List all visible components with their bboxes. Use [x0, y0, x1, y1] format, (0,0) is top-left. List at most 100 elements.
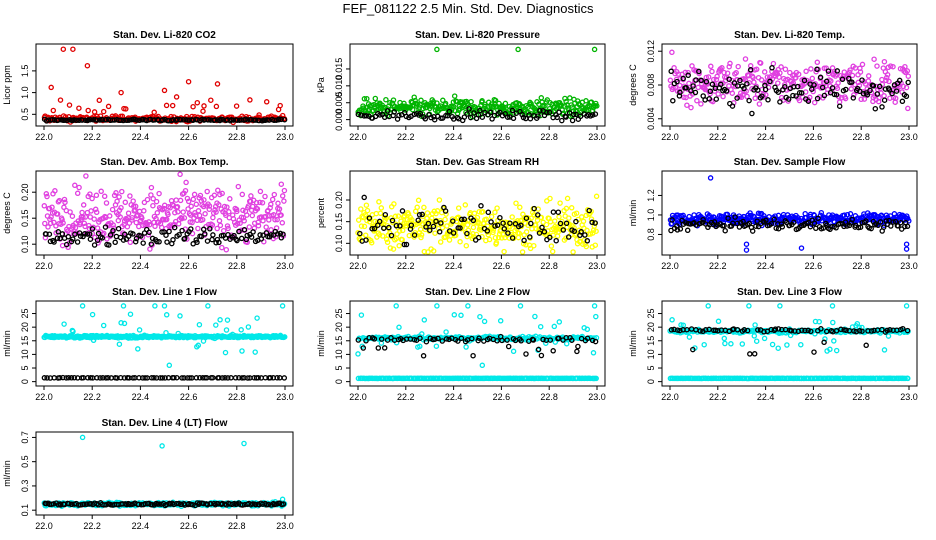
data-point [163, 102, 170, 109]
data-point [190, 196, 197, 203]
data-point [893, 88, 900, 94]
data-point [199, 216, 206, 223]
series-zero [667, 375, 911, 382]
data-point [274, 216, 280, 223]
data-point [811, 82, 817, 88]
data-point [225, 231, 231, 238]
data-point [722, 227, 728, 234]
data-point [249, 212, 256, 219]
data-point [408, 222, 415, 228]
data-point [815, 215, 821, 222]
x-tick-label: 22.4 [757, 132, 775, 142]
y-tick-label: 0.015 [334, 58, 344, 81]
x-tick-label: 23.0 [900, 132, 918, 142]
data-point [470, 217, 477, 224]
x-tick-label: 23.0 [588, 132, 606, 142]
data-point [504, 337, 510, 343]
data-point [547, 234, 553, 241]
data-point [839, 76, 846, 83]
data-point [130, 375, 136, 381]
data-point [144, 196, 151, 203]
y-tick-label: 0.5 [20, 455, 30, 468]
data-point [531, 242, 537, 249]
data-point [252, 349, 258, 355]
data-point [707, 90, 713, 97]
data-point [547, 337, 554, 343]
data-point [177, 313, 183, 319]
data-point [727, 60, 733, 67]
data-point [151, 109, 157, 116]
data-point [579, 375, 586, 382]
data-point [89, 226, 96, 232]
data-point [265, 501, 272, 508]
data-point [278, 116, 284, 123]
data-point [591, 303, 598, 309]
data-point [435, 335, 441, 342]
data-point [147, 246, 153, 252]
data-point [148, 241, 155, 247]
data-point [847, 67, 853, 73]
data-point [113, 233, 120, 240]
data-point [523, 215, 530, 221]
data-point [751, 333, 758, 339]
data-point [484, 104, 491, 110]
data-point [550, 348, 556, 354]
data-point [442, 208, 449, 214]
data-point [430, 223, 437, 230]
data-point [556, 109, 562, 115]
data-point [235, 183, 242, 190]
x-tick-label: 23.0 [276, 392, 294, 402]
data-point [196, 321, 203, 328]
data-point [865, 73, 872, 79]
y-tick-label: 0.008 [646, 74, 656, 97]
data-point [130, 231, 136, 237]
data-point [573, 111, 579, 118]
data-point [171, 374, 177, 381]
data-point [135, 346, 141, 352]
data-point [554, 233, 561, 239]
data-point [278, 181, 285, 187]
data-point [276, 116, 282, 122]
data-point [450, 218, 456, 224]
data-point [886, 78, 892, 85]
data-point [166, 228, 172, 235]
data-point [161, 205, 167, 212]
data-point [72, 231, 78, 237]
chart-title: Stan. Dev. Line 3 Flow [737, 287, 842, 298]
data-point [461, 114, 468, 120]
data-point [698, 101, 704, 107]
data-point [881, 97, 888, 103]
data-point [118, 89, 124, 96]
data-point [105, 375, 111, 381]
y-tick-label: 10 [646, 349, 656, 359]
data-point [102, 224, 109, 230]
data-point [702, 327, 709, 333]
data-point [135, 501, 142, 507]
data-point [746, 220, 753, 227]
data-point [502, 100, 509, 107]
y-axis-label: ml/min [628, 330, 638, 357]
data-point [903, 246, 910, 252]
series-secondary [41, 374, 288, 381]
y-tick-label: 10 [334, 349, 344, 359]
data-point [859, 328, 865, 334]
data-point [194, 99, 201, 106]
x-tick-label: 22.6 [493, 261, 511, 271]
data-point [509, 107, 516, 114]
y-tick-label: 0.15 [20, 209, 30, 227]
data-point [208, 97, 214, 103]
data-point [250, 229, 256, 235]
plot-frame [349, 300, 606, 387]
data-point [775, 221, 781, 227]
chart-title: Stan. Dev. Gas Stream RH [416, 157, 539, 168]
data-point [91, 216, 97, 222]
data-point [415, 217, 421, 223]
data-point [268, 227, 274, 233]
data-point [494, 205, 500, 211]
data-point [358, 206, 364, 212]
data-point [372, 95, 379, 102]
data-point [905, 73, 912, 79]
data-point [593, 375, 599, 382]
data-point [773, 225, 779, 231]
data-point [451, 312, 458, 318]
